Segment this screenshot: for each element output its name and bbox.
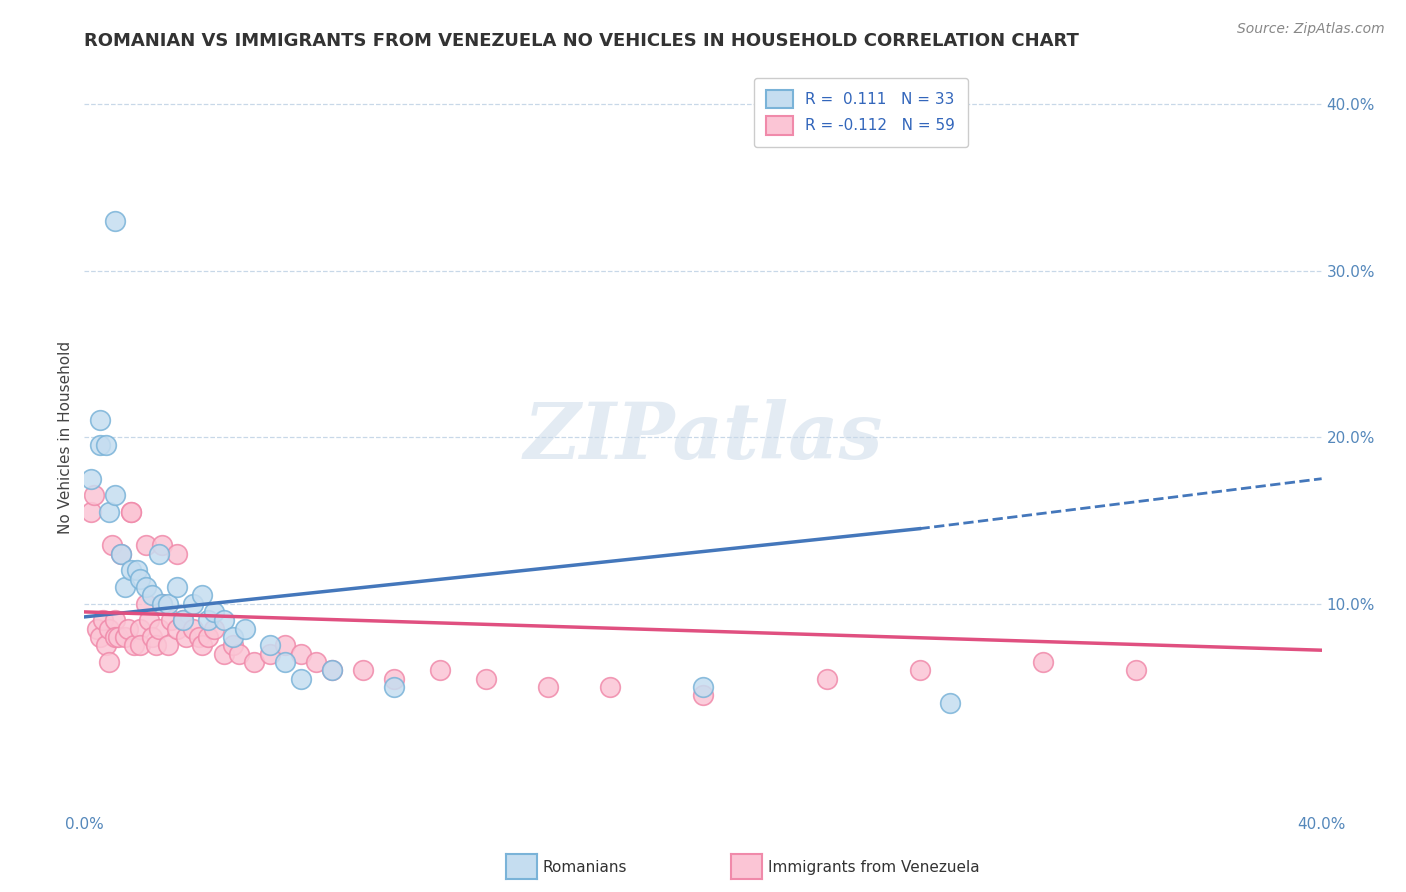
Point [305, 655, 328, 669]
Point [156, 597, 179, 611]
Point [429, 663, 451, 677]
Point [98, 505, 121, 519]
Point [89, 630, 111, 644]
Text: Romanians: Romanians [543, 860, 627, 874]
Point [176, 630, 198, 644]
Point [135, 597, 157, 611]
Point [166, 547, 188, 561]
Point [148, 622, 170, 636]
Point [141, 630, 163, 644]
Point [475, 672, 498, 686]
Point [692, 680, 714, 694]
Point [94, 438, 117, 452]
Point [150, 597, 173, 611]
Point [222, 638, 245, 652]
Point [150, 538, 173, 552]
Point [197, 613, 219, 627]
Point [120, 563, 142, 577]
Text: Source: ZipAtlas.com: Source: ZipAtlas.com [1237, 22, 1385, 37]
Point [91, 613, 114, 627]
Point [191, 588, 214, 602]
Point [122, 638, 145, 652]
Point [243, 655, 266, 669]
Point [135, 538, 157, 552]
Y-axis label: No Vehicles in Household: No Vehicles in Household [58, 341, 73, 533]
Point [138, 613, 160, 627]
Point [191, 638, 214, 652]
Point [939, 697, 962, 711]
Point [110, 547, 132, 561]
Point [79, 505, 101, 519]
Point [141, 588, 163, 602]
Point [166, 622, 188, 636]
Point [537, 680, 560, 694]
Point [107, 630, 129, 644]
Point [117, 622, 139, 636]
Point [89, 438, 111, 452]
Point [101, 538, 124, 552]
Point [212, 613, 235, 627]
Point [104, 613, 127, 627]
Point [181, 622, 204, 636]
Point [599, 680, 621, 694]
Point [86, 622, 108, 636]
Point [259, 647, 281, 661]
Point [156, 638, 179, 652]
Text: ZIPatlas: ZIPatlas [523, 399, 883, 475]
Point [172, 613, 194, 627]
Point [148, 547, 170, 561]
Point [150, 597, 173, 611]
Point [692, 688, 714, 702]
Legend: R =  0.111   N = 33, R = -0.112   N = 59: R = 0.111 N = 33, R = -0.112 N = 59 [754, 78, 967, 147]
Point [321, 663, 343, 677]
Point [233, 622, 256, 636]
Point [160, 613, 183, 627]
Point [382, 672, 405, 686]
Point [222, 630, 245, 644]
Text: Immigrants from Venezuela: Immigrants from Venezuela [768, 860, 980, 874]
Point [114, 580, 136, 594]
Point [908, 663, 931, 677]
Point [125, 563, 148, 577]
Point [202, 605, 225, 619]
Point [104, 213, 127, 227]
Point [129, 572, 152, 586]
Point [89, 413, 111, 427]
Point [321, 663, 343, 677]
Point [259, 638, 281, 652]
Point [129, 622, 152, 636]
Text: ROMANIAN VS IMMIGRANTS FROM VENEZUELA NO VEHICLES IN HOUSEHOLD CORRELATION CHART: ROMANIAN VS IMMIGRANTS FROM VENEZUELA NO… [84, 32, 1080, 50]
Point [145, 638, 167, 652]
Point [172, 613, 194, 627]
Point [352, 663, 374, 677]
Point [197, 630, 219, 644]
Point [815, 672, 838, 686]
Point [290, 672, 312, 686]
Point [1032, 655, 1054, 669]
Point [166, 580, 188, 594]
Point [104, 630, 127, 644]
Point [382, 680, 405, 694]
Point [181, 597, 204, 611]
Point [1125, 663, 1147, 677]
Point [274, 638, 297, 652]
Point [135, 580, 157, 594]
Point [202, 622, 225, 636]
Point [120, 505, 142, 519]
Point [104, 488, 127, 502]
Point [79, 472, 101, 486]
Point [83, 488, 105, 502]
Point [274, 655, 297, 669]
Point [290, 647, 312, 661]
Point [94, 638, 117, 652]
Point [129, 638, 152, 652]
Point [110, 547, 132, 561]
Point [228, 647, 250, 661]
Point [187, 630, 209, 644]
Point [120, 505, 142, 519]
Point [98, 622, 121, 636]
Point [114, 630, 136, 644]
Point [98, 655, 121, 669]
Point [212, 647, 235, 661]
